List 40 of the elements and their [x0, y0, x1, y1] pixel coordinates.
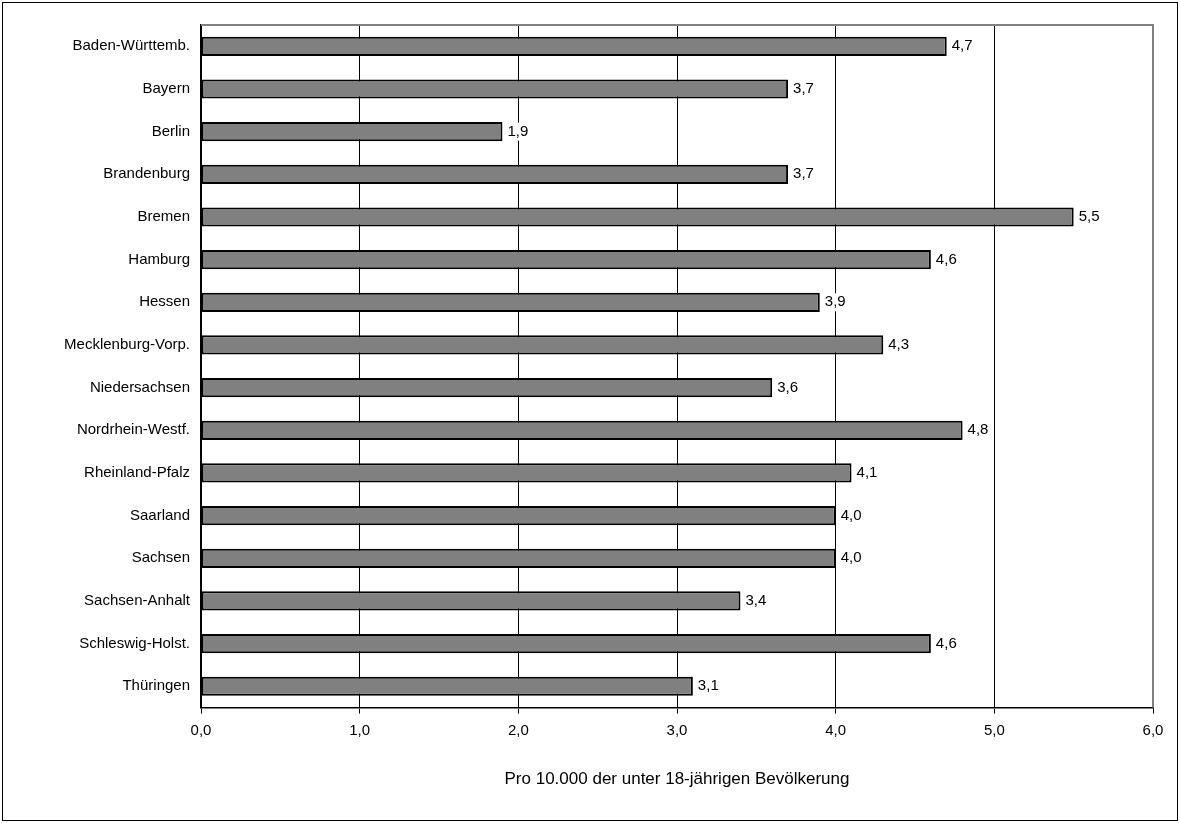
data-label: 3,6 [777, 377, 799, 395]
data-label: 3,1 [697, 676, 719, 694]
y-tick-label: Schleswig-Holst. [79, 633, 190, 651]
y-tick-label: Nordrhein-Westf. [76, 420, 190, 438]
data-label: 4,0 [840, 548, 862, 566]
data-label: 1,9 [507, 121, 529, 139]
data-label: 4,7 [951, 36, 973, 54]
x-tick-label: 1,0 [349, 720, 371, 738]
data-label: 3,4 [745, 591, 767, 609]
x-axis-title: Pro 10.000 der unter 18-jährigen Bevölkerung [504, 769, 850, 789]
data-label: 4,3 [888, 335, 910, 353]
x-tick-label: 4,0 [825, 720, 847, 738]
x-tick-label: 6,0 [1142, 720, 1164, 738]
data-label: 4,6 [935, 249, 957, 267]
y-tick-label: Mecklenburg-Vorp. [64, 335, 190, 353]
y-tick-label: Sachsen [131, 548, 190, 566]
y-tick-label: Berlin [151, 121, 190, 139]
y-tick-label: Baden-Württemb. [72, 36, 190, 54]
x-tick-label: 2,0 [507, 720, 529, 738]
y-tick-label: Sachsen-Anhalt [84, 591, 191, 609]
data-label: 5,5 [1078, 207, 1100, 225]
data-label: 3,7 [793, 164, 814, 182]
y-tick-label: Rheinland-Pfalz [84, 463, 190, 481]
data-label: 4,6 [935, 633, 957, 651]
data-label: 4,0 [840, 505, 862, 523]
data-label: 3,7 [793, 79, 814, 97]
x-tick-label: 3,0 [666, 720, 688, 738]
x-tick-label: 0,0 [190, 720, 212, 738]
y-tick-label: Saarland [129, 505, 190, 523]
x-tick-label: 5,0 [983, 720, 1005, 738]
data-label: 3,9 [824, 292, 846, 310]
y-tick-label: Hessen [139, 292, 190, 310]
y-tick-label: Niedersachsen [89, 377, 190, 395]
data-label: 4,8 [967, 420, 989, 438]
y-tick-label: Brandenburg [103, 164, 190, 182]
y-tick-label: Bremen [137, 207, 190, 225]
y-tick-label: Thüringen [122, 676, 190, 694]
y-tick-label: Hamburg [128, 249, 190, 267]
data-label: 4,1 [856, 463, 878, 481]
y-tick-label: Bayern [142, 79, 190, 97]
